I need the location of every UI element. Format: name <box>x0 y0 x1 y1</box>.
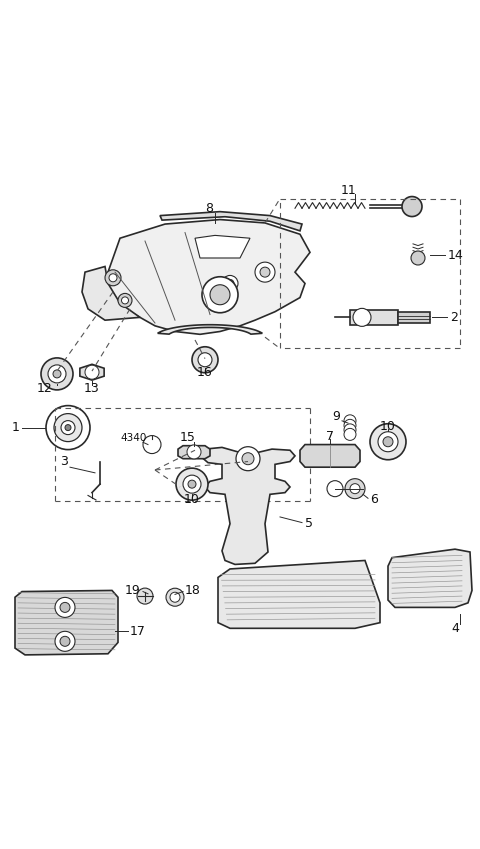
Circle shape <box>187 445 201 459</box>
Circle shape <box>60 636 70 646</box>
Polygon shape <box>388 549 472 607</box>
Circle shape <box>166 588 184 606</box>
Text: 10: 10 <box>380 420 396 433</box>
Text: 7: 7 <box>326 430 334 442</box>
Text: 3: 3 <box>60 455 68 468</box>
Circle shape <box>242 453 254 464</box>
Text: 16: 16 <box>197 366 213 379</box>
Circle shape <box>105 270 121 286</box>
Text: 4340: 4340 <box>120 433 146 443</box>
Circle shape <box>222 275 238 291</box>
Polygon shape <box>195 235 250 258</box>
Circle shape <box>188 481 196 488</box>
Circle shape <box>41 358 73 390</box>
Polygon shape <box>350 310 398 324</box>
Text: 14: 14 <box>448 249 464 261</box>
Text: 13: 13 <box>84 381 100 395</box>
Circle shape <box>192 346 218 373</box>
Circle shape <box>370 424 406 460</box>
Text: 15: 15 <box>180 431 196 444</box>
Circle shape <box>55 598 75 617</box>
Circle shape <box>61 420 75 435</box>
Circle shape <box>344 415 356 427</box>
Circle shape <box>54 413 82 441</box>
Circle shape <box>411 251 425 265</box>
Circle shape <box>60 603 70 612</box>
Polygon shape <box>15 590 118 655</box>
Circle shape <box>226 279 234 288</box>
Circle shape <box>345 479 365 498</box>
Circle shape <box>353 308 371 326</box>
Circle shape <box>255 262 275 282</box>
Polygon shape <box>105 220 310 335</box>
Circle shape <box>378 432 398 452</box>
Circle shape <box>327 481 343 497</box>
Text: 8: 8 <box>205 202 213 216</box>
Circle shape <box>183 475 201 493</box>
Circle shape <box>260 267 270 277</box>
Circle shape <box>236 447 260 470</box>
Circle shape <box>350 484 360 493</box>
Text: 17: 17 <box>130 625 146 638</box>
Circle shape <box>46 406 90 450</box>
Text: 12: 12 <box>37 381 53 395</box>
Polygon shape <box>178 446 210 458</box>
Polygon shape <box>80 364 104 380</box>
Circle shape <box>65 424 71 430</box>
Text: 2: 2 <box>450 311 458 323</box>
Circle shape <box>170 593 180 602</box>
Circle shape <box>55 632 75 651</box>
Circle shape <box>402 197 422 216</box>
Polygon shape <box>200 447 295 565</box>
Text: 4: 4 <box>451 621 459 635</box>
Polygon shape <box>158 324 262 335</box>
Circle shape <box>176 468 208 500</box>
Circle shape <box>344 424 356 436</box>
Circle shape <box>210 284 230 305</box>
Circle shape <box>143 436 161 453</box>
Text: 19: 19 <box>125 584 141 597</box>
Circle shape <box>85 365 99 380</box>
Text: 18: 18 <box>185 584 201 597</box>
Circle shape <box>53 370 61 378</box>
Text: 11: 11 <box>341 184 357 197</box>
Text: 9: 9 <box>332 410 340 423</box>
Text: 5: 5 <box>305 517 313 531</box>
Circle shape <box>121 297 129 304</box>
Polygon shape <box>398 312 430 323</box>
Circle shape <box>344 419 356 431</box>
Circle shape <box>137 588 153 604</box>
Polygon shape <box>300 445 360 467</box>
Circle shape <box>48 365 66 383</box>
Circle shape <box>118 294 132 307</box>
Circle shape <box>109 273 117 282</box>
Polygon shape <box>160 211 302 231</box>
Polygon shape <box>82 267 140 320</box>
Circle shape <box>383 436 393 447</box>
Circle shape <box>198 353 212 367</box>
Circle shape <box>202 277 238 312</box>
Polygon shape <box>218 560 380 628</box>
Text: 1: 1 <box>12 421 20 434</box>
Text: 6: 6 <box>370 493 378 507</box>
Text: 10: 10 <box>184 493 200 507</box>
Circle shape <box>344 429 356 441</box>
